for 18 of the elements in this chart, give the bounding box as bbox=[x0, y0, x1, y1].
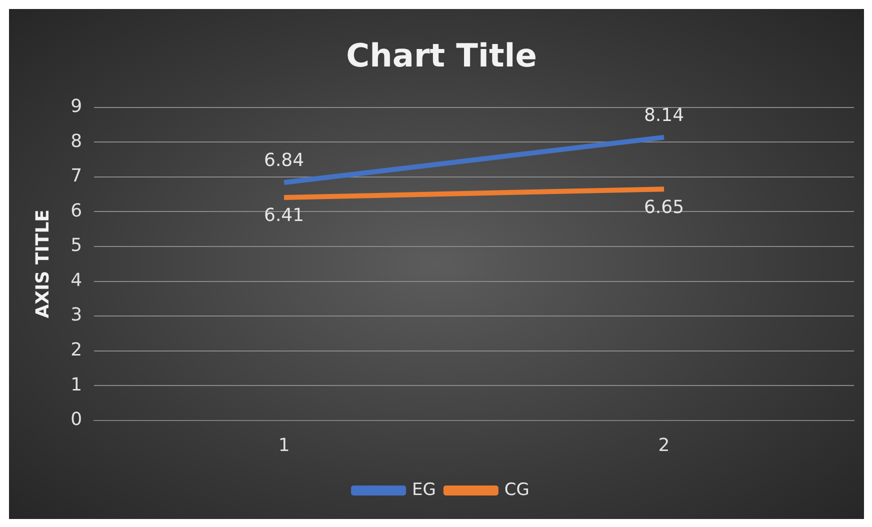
y-tick-label: 5 bbox=[70, 235, 82, 256]
chart-title: Chart Title bbox=[346, 36, 537, 75]
y-tick-label: 1 bbox=[70, 374, 82, 396]
y-tick-label: 4 bbox=[70, 270, 82, 291]
data-label: 6.84 bbox=[264, 150, 304, 172]
y-tick-label: 6 bbox=[70, 200, 82, 222]
data-label: 8.14 bbox=[644, 104, 684, 126]
legend-label: CG bbox=[504, 480, 530, 500]
y-tick-label: 0 bbox=[70, 409, 82, 430]
y-tick-label: 3 bbox=[70, 304, 82, 326]
y-tick-label: 7 bbox=[70, 166, 82, 187]
legend-label: EG bbox=[412, 480, 436, 500]
y-tick-label: 2 bbox=[70, 340, 82, 361]
y-tick-label: 9 bbox=[70, 96, 82, 118]
data-label: 6.41 bbox=[264, 205, 304, 226]
y-axis-title: AXIS TITLE bbox=[32, 210, 54, 318]
y-tick-label: 8 bbox=[70, 130, 82, 152]
data-label: 6.65 bbox=[644, 196, 684, 218]
